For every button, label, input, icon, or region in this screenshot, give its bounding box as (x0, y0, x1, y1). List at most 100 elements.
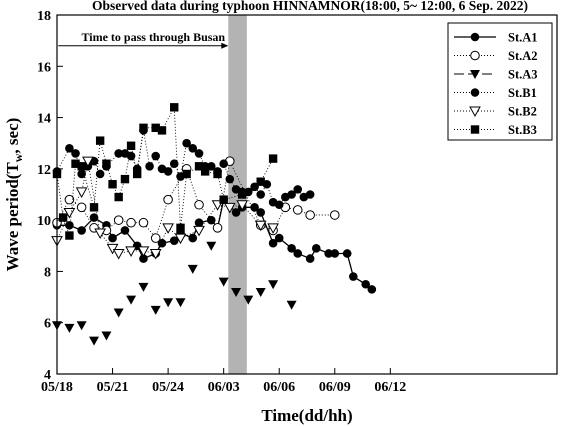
data-point-st-a3 (76, 321, 87, 331)
x-axis-ticks: 05/18 05/21 05/24 06/03 06/06 06/09 06/12 (41, 368, 406, 395)
y-tick-label: 16 (37, 60, 51, 75)
data-point-st-a2 (329, 210, 340, 220)
data-point-st-b1 (182, 138, 191, 148)
data-point-st-a1 (250, 203, 259, 212)
data-point-st-a1 (268, 238, 278, 248)
data-point-st-b2 (137, 246, 150, 257)
data-point-st-a2 (113, 215, 124, 225)
data-point-st-a1 (361, 279, 371, 289)
y-axis-title-main: Wave period(T (3, 162, 22, 272)
y-tick-label: 6 (44, 317, 51, 332)
data-point-st-b3 (132, 169, 142, 179)
data-point-st-b1 (274, 200, 284, 210)
data-point-st-b2 (112, 248, 125, 260)
data-point-st-a2 (163, 194, 173, 205)
legend-marker-st-b1 (470, 88, 480, 97)
data-point-st-b1 (71, 149, 80, 158)
legend-label-st-b3: St.B3 (508, 123, 537, 137)
legend-marker-st-a3 (470, 70, 480, 79)
chart-title: Observed data during typhoon HINNAMNOR(1… (92, 0, 528, 13)
data-point-st-b2 (106, 243, 119, 255)
x-tick-label: 05/24 (152, 380, 184, 395)
data-point-st-a1 (330, 249, 340, 258)
data-point-st-b2 (82, 156, 94, 168)
data-point-st-b3 (170, 103, 179, 112)
y-axis-title: Wave period(Tw, sec) (3, 118, 25, 272)
y-axis-ticks: 4 6 8 10 12 14 16 18 (37, 9, 63, 383)
data-point-st-a3 (126, 295, 137, 305)
passage-shading (228, 15, 247, 374)
data-point-st-a3 (231, 287, 242, 297)
data-point-st-a2 (126, 217, 136, 228)
data-point-st-a3 (268, 280, 279, 290)
data-point-st-a3 (101, 331, 112, 341)
data-point-st-b1 (256, 190, 266, 199)
data-point-st-a3 (163, 298, 174, 308)
data-point-st-a1 (139, 254, 148, 263)
data-point-st-a1 (194, 218, 204, 228)
data-point-st-a1 (342, 249, 352, 258)
data-point-st-a1 (367, 285, 377, 294)
data-point-st-b3 (194, 162, 204, 171)
data-point-st-b3 (176, 223, 185, 233)
data-point-st-a1 (231, 208, 241, 217)
data-point-st-a3 (113, 308, 124, 318)
data-point-st-a1 (348, 272, 358, 281)
data-point-st-b1 (293, 185, 303, 194)
x-tick-label: 06/03 (208, 380, 240, 395)
data-point-st-a1 (311, 244, 321, 253)
data-point-st-b1 (287, 190, 296, 199)
y-tick-label: 8 (44, 265, 51, 280)
y-tick-label: 12 (37, 163, 51, 178)
data-point-st-a2 (150, 233, 161, 243)
data-point-st-b1 (65, 144, 74, 153)
data-point-st-b3 (256, 177, 265, 186)
data-point-st-b2 (193, 225, 205, 237)
series-line-st-a1 (57, 198, 373, 290)
data-point-st-b1 (95, 169, 105, 179)
data-point-st-b1 (219, 159, 228, 169)
series-layer (51, 103, 377, 346)
legend-label-st-a3: St.A3 (508, 68, 538, 82)
data-point-st-b1 (188, 144, 198, 153)
y-axis-title-subscript: w (11, 153, 25, 162)
data-point-st-b1 (163, 167, 173, 176)
series-st-a2 (52, 156, 340, 243)
data-point-st-a1 (157, 238, 167, 248)
y-axis-title-tail: , sec) (3, 118, 22, 154)
data-point-st-a1 (256, 208, 266, 217)
data-point-st-b3 (200, 167, 210, 176)
data-point-st-b1 (126, 151, 136, 161)
data-point-st-a2 (292, 205, 303, 215)
data-point-st-a3 (187, 264, 198, 274)
data-point-st-b3 (219, 195, 228, 204)
data-point-st-b2 (125, 246, 137, 257)
data-point-st-b1 (225, 174, 235, 184)
y-tick-label: 14 (37, 112, 51, 127)
data-point-st-b3 (114, 192, 123, 202)
data-point-st-b2 (149, 248, 162, 260)
data-point-st-a2 (138, 217, 149, 228)
data-point-st-b3 (108, 180, 117, 189)
data-point-st-b3 (71, 159, 80, 168)
data-point-st-a1 (65, 220, 74, 230)
data-point-st-a1 (293, 249, 303, 258)
annotation-arrowhead (221, 42, 229, 49)
data-point-st-b2 (162, 223, 174, 234)
data-point-st-a1 (77, 226, 86, 235)
data-point-st-a3 (150, 305, 161, 315)
data-point-st-b1 (145, 161, 154, 171)
x-tick-label: 05/18 (41, 380, 73, 395)
data-point-st-b1 (151, 151, 161, 161)
legend-label-st-a2: St.A2 (508, 49, 538, 63)
data-point-st-a3 (175, 298, 186, 308)
data-point-st-a1 (305, 254, 315, 263)
data-point-st-a3 (64, 323, 75, 333)
data-point-st-a1 (108, 233, 117, 243)
legend-marker-st-a2 (470, 50, 480, 61)
data-point-st-b1 (305, 190, 315, 199)
x-tick-label: 06/12 (374, 380, 406, 395)
data-point-st-b3 (102, 159, 111, 168)
data-point-st-b3 (95, 136, 105, 145)
